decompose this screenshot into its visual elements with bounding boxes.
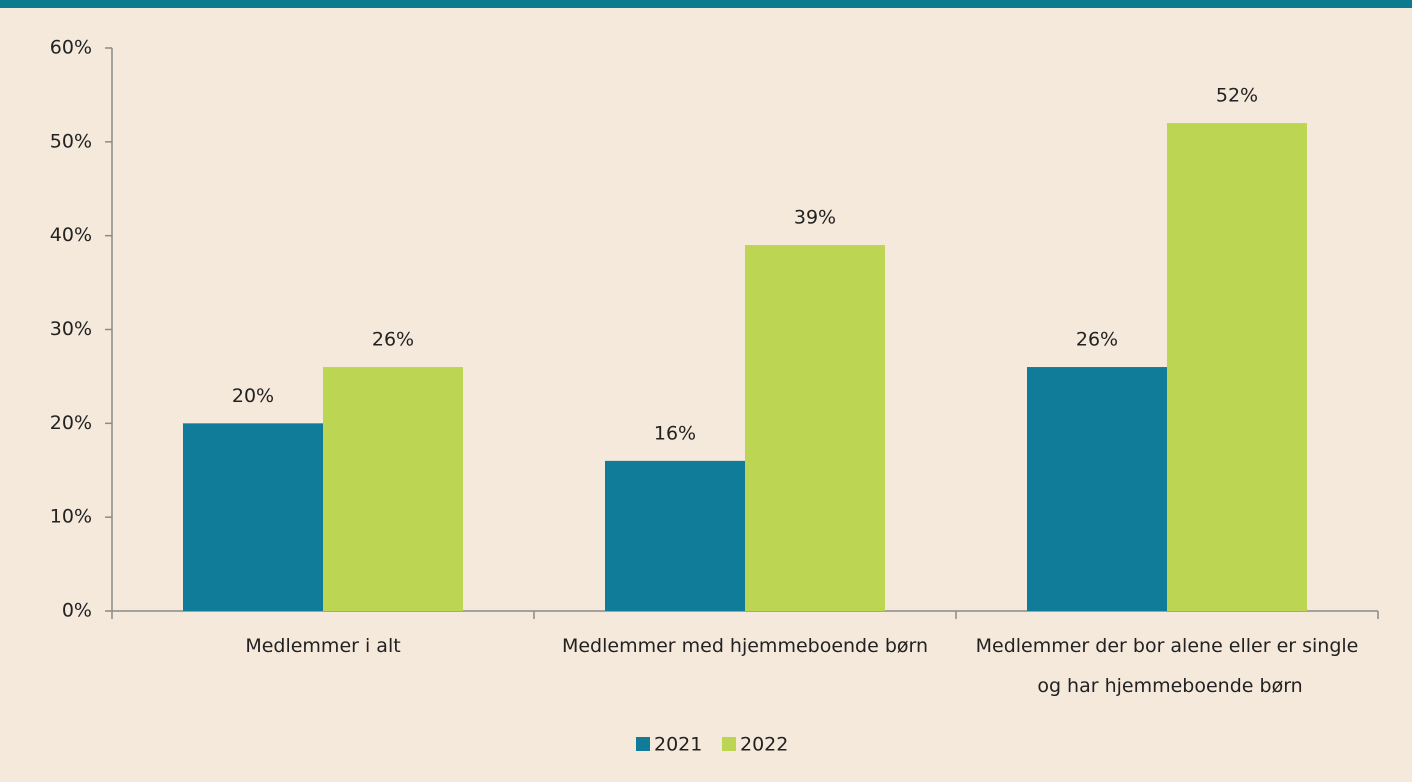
y-tick-label: 40%: [50, 224, 92, 246]
value-label: 52%: [1216, 85, 1258, 107]
value-label: 26%: [1076, 329, 1118, 351]
value-label: 39%: [794, 207, 836, 229]
bar: [1167, 123, 1307, 612]
y-tick-label: 20%: [50, 412, 92, 434]
bar: [605, 460, 745, 611]
x-tick-label: Medlemmer med hjemmeboende børn: [562, 635, 928, 657]
y-tick-label: 50%: [50, 130, 92, 152]
value-label: 16%: [654, 422, 696, 444]
legend-label: 2022: [740, 734, 788, 756]
bar: [183, 423, 323, 611]
value-label: 26%: [372, 329, 414, 351]
x-tick-label: Medlemmer der bor alene eller er single …: [976, 635, 1359, 697]
y-tick-label: 10%: [50, 506, 92, 528]
y-tick-label: 30%: [50, 318, 92, 340]
bar: [323, 367, 463, 611]
bar: [745, 245, 885, 612]
y-tick-label: 60%: [50, 37, 92, 59]
top-band: [0, 0, 1412, 8]
x-tick-label: Medlemmer i alt: [245, 635, 400, 657]
bar: [1027, 367, 1167, 611]
value-label: 20%: [232, 385, 274, 407]
legend-swatch: [636, 737, 650, 751]
legend-label: 2021: [654, 734, 702, 756]
y-tick-label: 0%: [62, 600, 92, 622]
legend-swatch: [722, 737, 736, 751]
